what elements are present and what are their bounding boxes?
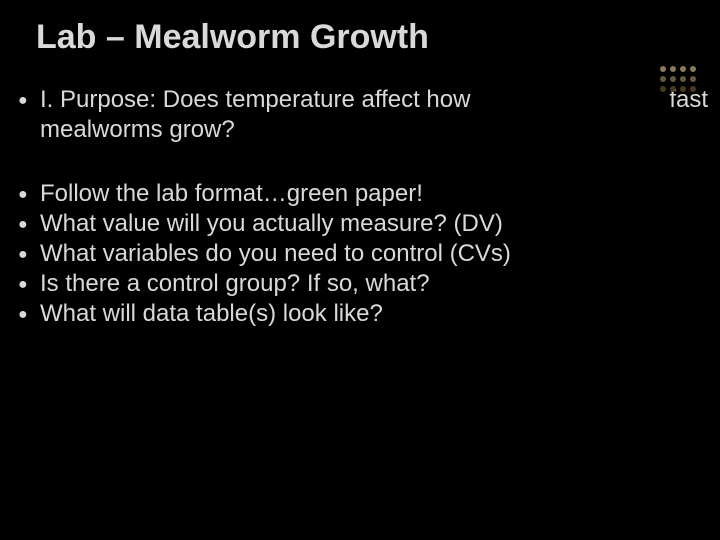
bullet-item: ● What variables do you need to control … — [18, 239, 710, 269]
bullet-item: ● I. Purpose: Does temperature affect ho… — [18, 85, 710, 145]
bullet-text: I. Purpose: Does temperature affect how … — [40, 85, 580, 145]
bullet-item: ● Follow the lab format…green paper! — [18, 179, 710, 209]
decoration-dots — [660, 66, 696, 92]
slide-content: ● I. Purpose: Does temperature affect ho… — [0, 85, 720, 329]
bullet-item: ● Is there a control group? If so, what? — [18, 269, 710, 299]
bullet-icon: ● — [18, 239, 40, 263]
bullet-text: What will data table(s) look like? — [40, 299, 710, 329]
bullet-icon: ● — [18, 299, 40, 323]
bullet-text-right: fast — [669, 85, 710, 145]
bullet-item: ● What value will you actually measure? … — [18, 209, 710, 239]
bullet-text: Follow the lab format…green paper! — [40, 179, 710, 209]
bullet-icon: ● — [18, 85, 40, 109]
bullet-item: ● What will data table(s) look like? — [18, 299, 710, 329]
bullet-icon: ● — [18, 269, 40, 293]
bullet-text: What variables do you need to control (C… — [40, 239, 710, 269]
bullet-text: What value will you actually measure? (D… — [40, 209, 710, 239]
bullet-icon: ● — [18, 179, 40, 203]
slide-title: Lab – Mealworm Growth — [0, 18, 720, 57]
bullet-text: Is there a control group? If so, what? — [40, 269, 710, 299]
bullet-icon: ● — [18, 209, 40, 233]
bullet-group: ● Follow the lab format…green paper! ● W… — [18, 179, 720, 329]
slide: Lab – Mealworm Growth ● I. Purpose: Does… — [0, 0, 720, 540]
